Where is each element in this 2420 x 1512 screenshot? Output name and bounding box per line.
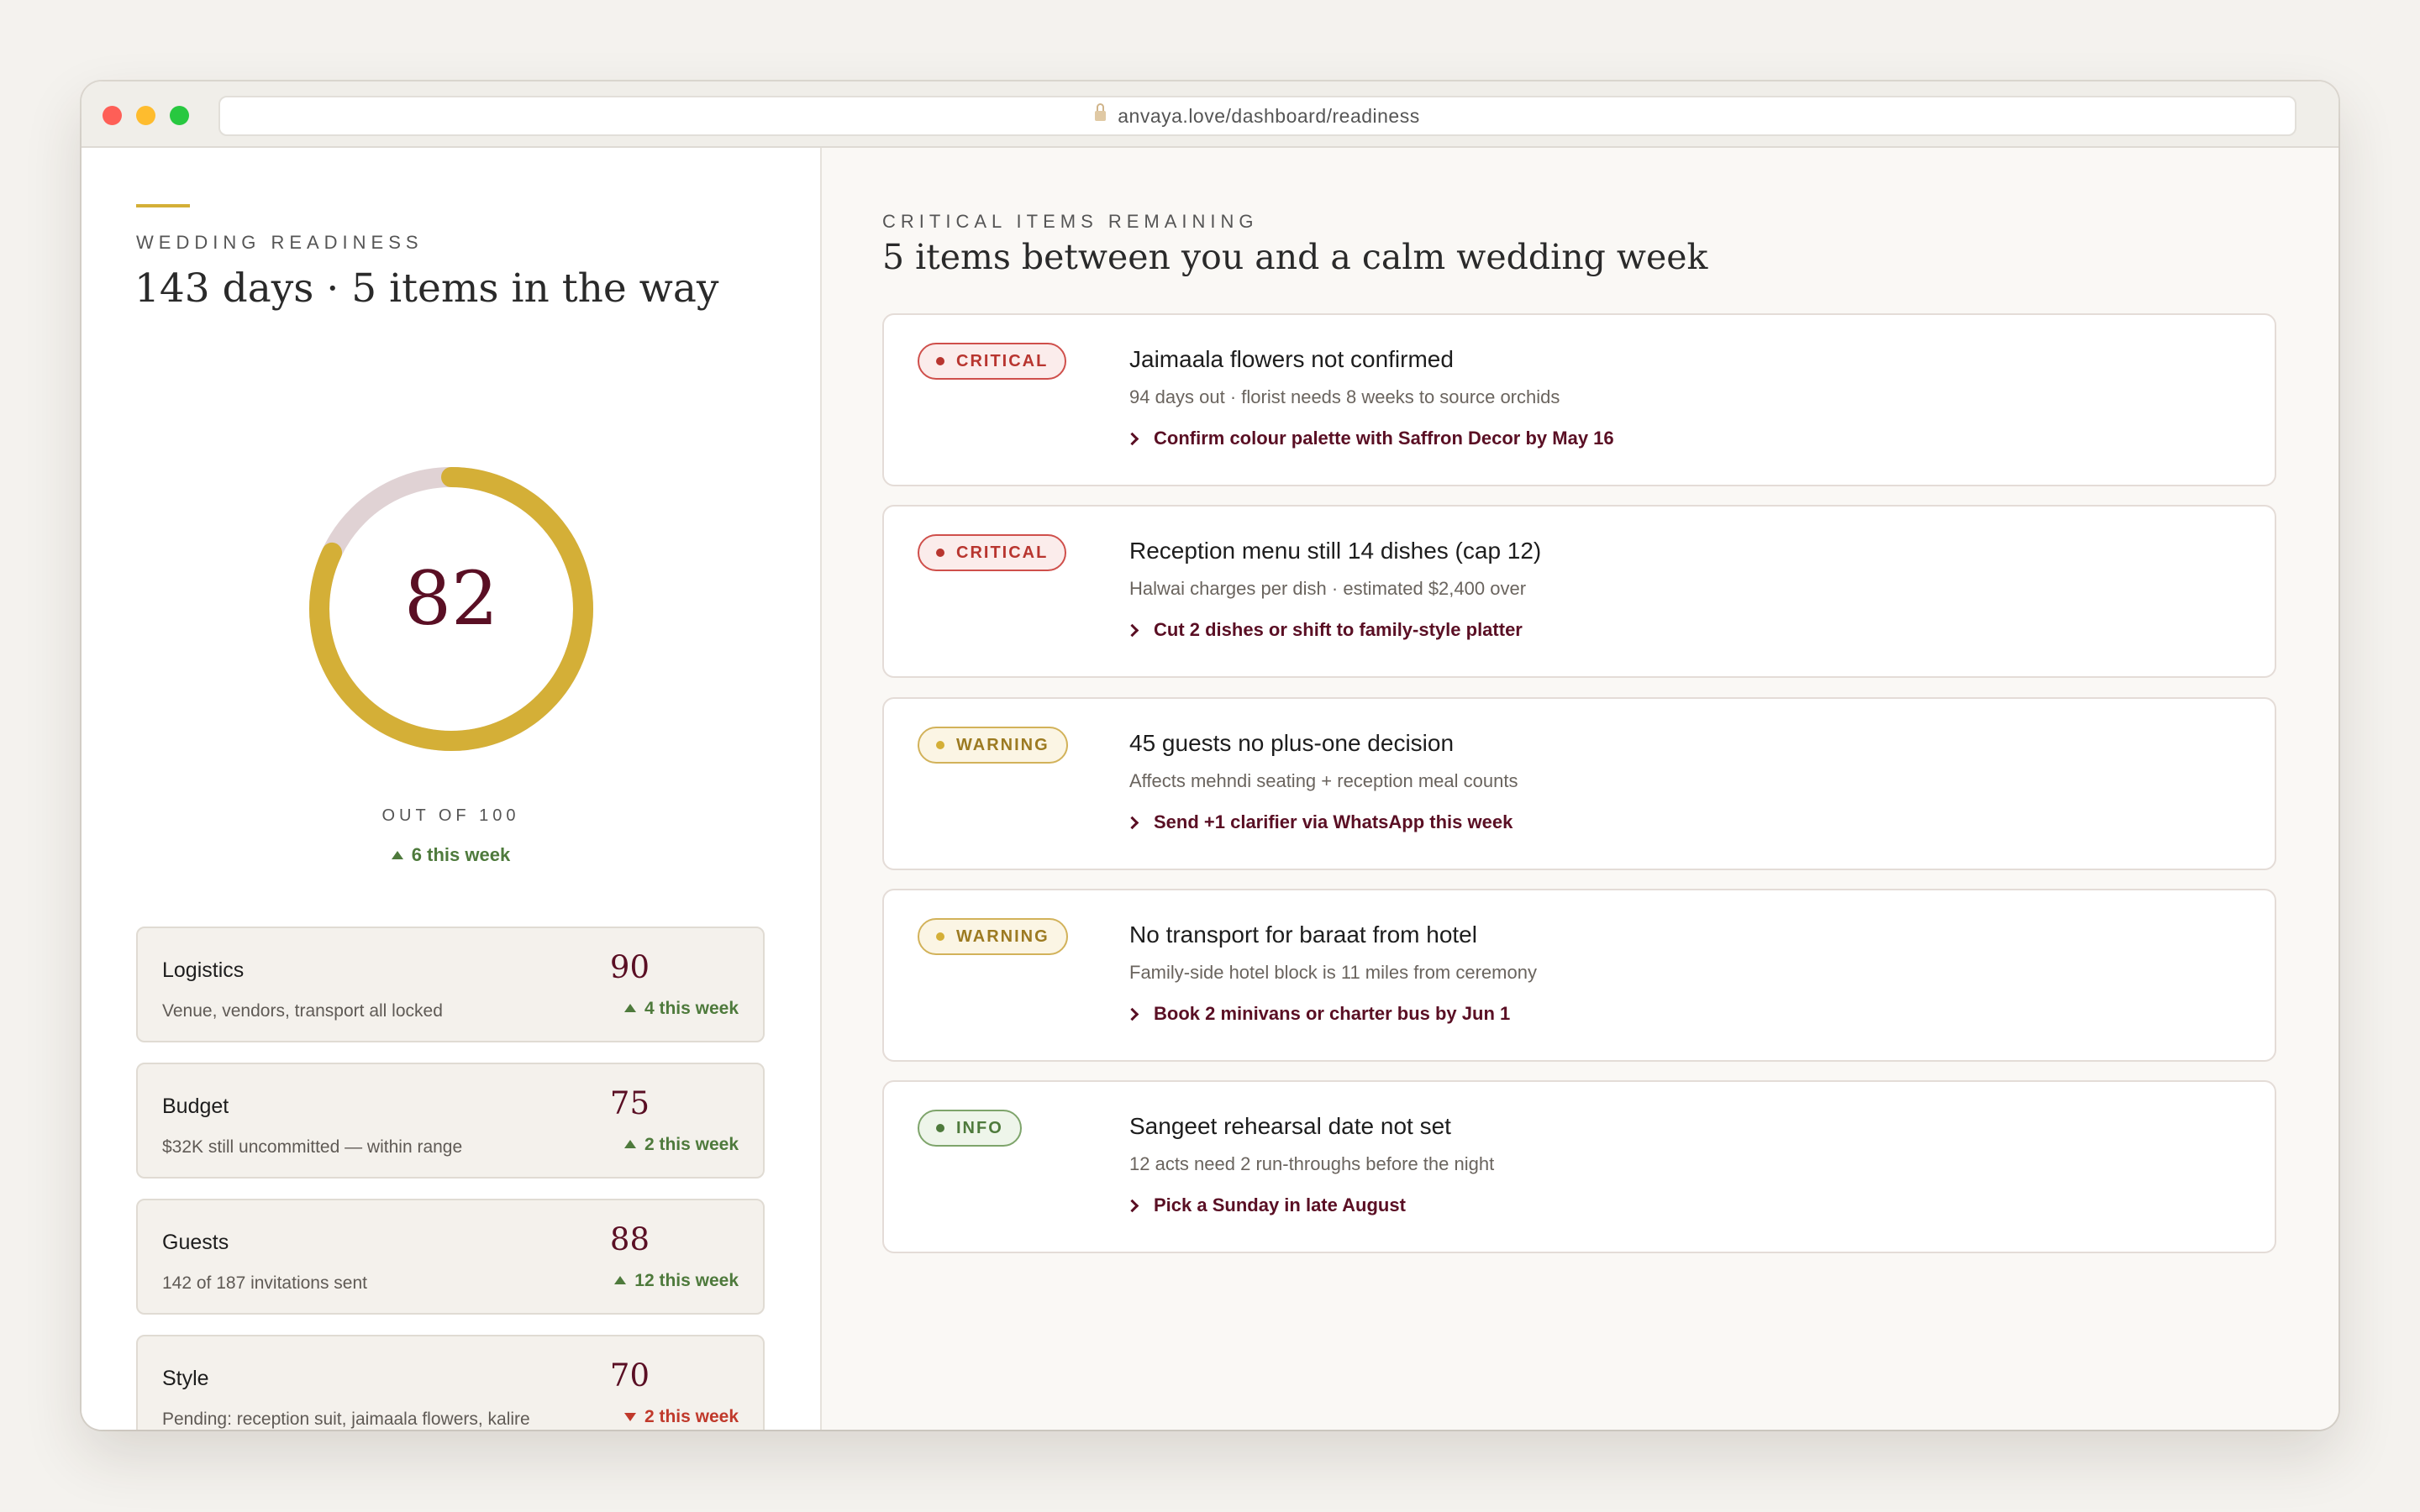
metric-desc: Pending: reception suit, jaimaala flower…: [162, 1410, 530, 1429]
metric-delta-text: 2 this week: [644, 1135, 739, 1154]
score-delta-text: 6 this week: [411, 844, 511, 865]
metric-score: 88: [609, 1221, 650, 1257]
item-action-text: Pick a Sunday in late August: [1154, 1194, 1406, 1215]
metric-card-budget[interactable]: Budget $32K still uncommitted — within r…: [136, 1063, 765, 1179]
metric-card-logistics[interactable]: Logistics Venue, vendors, transport all …: [136, 927, 765, 1042]
readiness-panel: WEDDING READINESS 143 days · 5 items in …: [82, 148, 822, 1430]
item-action-link[interactable]: Send +1 clarifier via WhatsApp this week: [1125, 811, 1513, 833]
item-action-text: Book 2 minivans or charter bus by Jun 1: [1154, 1003, 1511, 1024]
maximize-window-button[interactable]: [170, 106, 189, 125]
trend-up-icon: [623, 1140, 636, 1148]
severity-badge: WARNING: [918, 918, 1068, 955]
metric-name: Logistics: [162, 958, 245, 982]
critical-item-card[interactable]: CRITICAL Reception menu still 14 dishes …: [882, 505, 2276, 678]
close-window-button[interactable]: [103, 106, 122, 125]
trend-down-icon: [623, 1413, 636, 1421]
item-title: Sangeet rehearsal date not set: [1129, 1113, 1451, 1139]
critical-item-card[interactable]: WARNING 45 guests no plus-one decision A…: [882, 697, 2276, 870]
severity-badge: CRITICAL: [918, 534, 1067, 571]
severity-dot-icon: [936, 741, 944, 749]
metric-desc: Venue, vendors, transport all locked: [162, 1001, 443, 1021]
metric-name: Guests: [162, 1231, 229, 1254]
item-action-text: Confirm colour palette with Saffron Deco…: [1154, 428, 1614, 449]
critical-title: 5 items between you and a calm wedding w…: [882, 237, 1708, 277]
severity-label: WARNING: [956, 927, 1050, 946]
minimize-window-button[interactable]: [136, 106, 155, 125]
readiness-eyebrow: WEDDING READINESS: [136, 232, 424, 253]
chevron-right-icon: [1125, 1007, 1139, 1021]
chevron-right-icon: [1125, 623, 1139, 637]
severity-label: INFO: [956, 1118, 1003, 1137]
item-desc: Affects mehndi seating + reception meal …: [1129, 770, 1518, 791]
chevron-right-icon: [1125, 432, 1139, 445]
metric-card-style[interactable]: Style Pending: reception suit, jaimaala …: [136, 1335, 765, 1430]
metric-delta: 4 this week: [623, 999, 739, 1019]
metric-score: 70: [609, 1357, 650, 1394]
severity-label: CRITICAL: [956, 351, 1049, 370]
chevron-right-icon: [1125, 816, 1139, 829]
critical-item-card[interactable]: CRITICAL Jaimaala flowers not confirmed …: [882, 313, 2276, 486]
severity-dot-icon: [936, 357, 944, 365]
critical-items-panel: CRITICAL ITEMS REMAINING 5 items between…: [822, 148, 2338, 1430]
severity-dot-icon: [936, 549, 944, 557]
trend-up-icon: [391, 851, 403, 859]
item-title: 45 guests no plus-one decision: [1129, 730, 1455, 756]
score-delta: 6 this week: [82, 844, 820, 866]
gauge-fill: [309, 467, 593, 751]
item-action-link[interactable]: Book 2 minivans or charter bus by Jun 1: [1125, 1003, 1511, 1025]
browser-titlebar: anvaya.love/dashboard/readiness: [82, 81, 2338, 148]
metric-delta-text: 12 this week: [634, 1271, 739, 1290]
item-action-text: Send +1 clarifier via WhatsApp this week: [1154, 811, 1513, 832]
item-action-link[interactable]: Pick a Sunday in late August: [1125, 1194, 1406, 1216]
item-desc: 12 acts need 2 run-throughs before the n…: [1129, 1153, 1495, 1174]
item-title: Jaimaala flowers not confirmed: [1129, 346, 1454, 372]
critical-eyebrow: CRITICAL ITEMS REMAINING: [882, 211, 1259, 232]
severity-label: CRITICAL: [956, 543, 1049, 562]
metric-card-guests[interactable]: Guests 142 of 187 invitations sent 88 12…: [136, 1199, 765, 1315]
metric-desc: $32K still uncommitted — within range: [162, 1137, 463, 1157]
metric-score: 75: [609, 1085, 650, 1121]
item-action-text: Cut 2 dishes or shift to family-style pl…: [1154, 619, 1523, 640]
metric-name: Style: [162, 1367, 209, 1390]
metric-name: Budget: [162, 1095, 229, 1118]
item-action-link[interactable]: Confirm colour palette with Saffron Deco…: [1125, 428, 1614, 449]
metric-desc: 142 of 187 invitations sent: [162, 1273, 368, 1293]
trend-up-icon: [623, 1004, 636, 1012]
item-title: Reception menu still 14 dishes (cap 12): [1129, 538, 1542, 564]
readiness-gauge: [309, 467, 593, 751]
metric-delta: 12 this week: [614, 1271, 739, 1291]
severity-badge: CRITICAL: [918, 343, 1067, 380]
critical-item-card[interactable]: INFO Sangeet rehearsal date not set 12 a…: [882, 1080, 2276, 1253]
trend-up-icon: [614, 1276, 627, 1284]
accent-divider: [136, 204, 190, 207]
readiness-title: 143 days · 5 items in the way: [134, 265, 719, 312]
browser-window: anvaya.love/dashboard/readiness WEDDING …: [82, 81, 2338, 1430]
chevron-right-icon: [1125, 1199, 1139, 1212]
item-title: No transport for baraat from hotel: [1129, 921, 1477, 948]
score-caption: OUT OF 100: [381, 806, 520, 825]
severity-dot-icon: [936, 932, 944, 941]
severity-badge: INFO: [918, 1110, 1022, 1147]
severity-label: WARNING: [956, 735, 1050, 754]
address-bar[interactable]: anvaya.love/dashboard/readiness: [218, 96, 2296, 136]
lock-icon: [1095, 103, 1107, 122]
metric-delta-text: 2 this week: [644, 1407, 739, 1426]
item-desc: Halwai charges per dish · estimated $2,4…: [1129, 578, 1527, 599]
readiness-score: 82: [404, 555, 498, 642]
metric-delta-text: 4 this week: [644, 999, 739, 1018]
severity-badge: WARNING: [918, 727, 1068, 764]
critical-item-card[interactable]: WARNING No transport for baraat from hot…: [882, 889, 2276, 1062]
severity-dot-icon: [936, 1124, 944, 1132]
metric-score: 90: [609, 949, 650, 985]
url-text: anvaya.love/dashboard/readiness: [1118, 104, 1420, 127]
item-action-link[interactable]: Cut 2 dishes or shift to family-style pl…: [1125, 619, 1523, 641]
item-desc: 94 days out · florist needs 8 weeks to s…: [1129, 386, 1560, 407]
metric-delta: 2 this week: [623, 1135, 739, 1155]
metric-delta: 2 this week: [623, 1407, 739, 1427]
item-desc: Family-side hotel block is 11 miles from…: [1129, 962, 1537, 983]
